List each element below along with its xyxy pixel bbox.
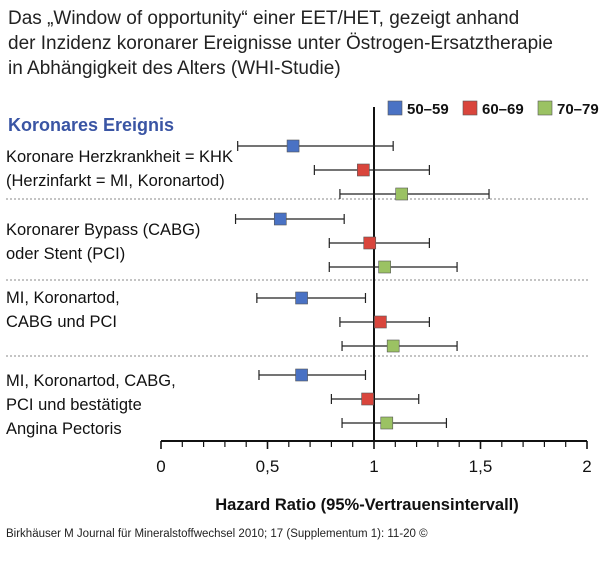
point-estimate: [386, 339, 400, 353]
point-estimate: [295, 291, 308, 305]
group-label: oder Stent (PCI): [6, 245, 125, 263]
title-line: Das „Window of opportunity“ einer EET/HE…: [8, 8, 520, 29]
point-estimate: [363, 236, 377, 250]
point-estimate: [374, 315, 387, 329]
column-header: Koronares Ereignis: [8, 115, 174, 135]
legend-swatch: [537, 100, 553, 116]
legend-label: 50–59: [407, 101, 449, 118]
figure-title: Das „Window of opportunity“ einer EET/HE…: [8, 6, 596, 81]
legend-swatch: [462, 100, 478, 116]
group-label: Angina Pectoris: [6, 420, 122, 438]
title-line: in Abhängigkeit des Alters (WHI-Studie): [8, 58, 341, 79]
point-estimate: [378, 260, 391, 274]
x-tick-label: 0: [156, 457, 165, 476]
legend-label: 70–79: [557, 101, 599, 118]
x-tick-label: 1,5: [469, 457, 493, 476]
point-estimate: [395, 187, 408, 201]
legend-swatch: [387, 100, 403, 116]
point-estimate: [361, 392, 374, 406]
x-tick-label: 2: [582, 457, 591, 476]
group-label: MI, Koronartod,: [6, 289, 120, 307]
source-citation: Birkhäuser M Journal für Mineralstoffwec…: [6, 528, 428, 540]
point-estimate: [357, 163, 370, 177]
group-label: (Herzinfarkt = MI, Koronartod): [6, 172, 225, 190]
group-label: Koronare Herzkrankheit = KHK: [6, 148, 233, 166]
point-estimate: [295, 368, 308, 382]
group-label: CABG und PCI: [6, 313, 117, 331]
title-line: der Inzidenz koronarer Ereignisse unter …: [8, 33, 553, 54]
x-axis-label: Hazard Ratio (95%-Vertrauensintervall): [215, 496, 519, 514]
point-estimate: [286, 139, 300, 153]
point-estimate: [380, 416, 394, 430]
point-estimate: [273, 212, 287, 226]
x-tick-label: 1: [369, 457, 378, 476]
x-tick-label: 0,5: [256, 457, 280, 476]
group-label: PCI und bestätigte: [6, 396, 142, 414]
group-label: MI, Koronartod, CABG,: [6, 372, 176, 390]
legend-label: 60–69: [482, 101, 524, 118]
group-label: Koronarer Bypass (CABG): [6, 221, 200, 239]
